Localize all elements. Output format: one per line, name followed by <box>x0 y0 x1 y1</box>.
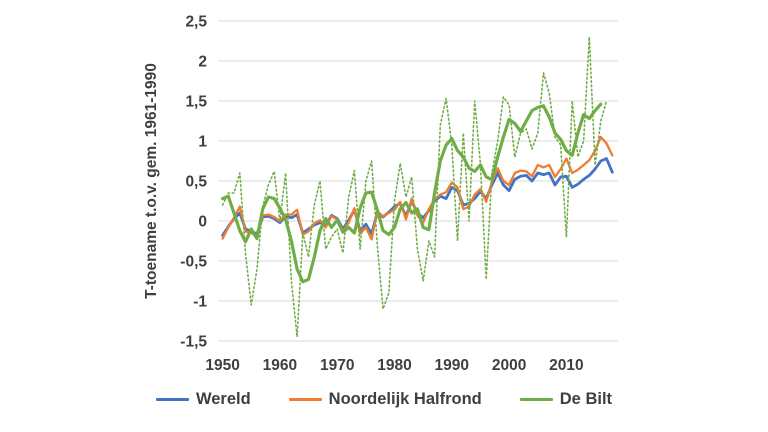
legend-label-de-bilt: De Bilt <box>559 390 613 408</box>
y-tick-label: 2 <box>198 54 207 71</box>
x-tick-label: 2000 <box>492 357 526 374</box>
x-tick-label: 1970 <box>320 357 354 374</box>
series-line-de-bilt-jaarwaarden <box>221 36 608 338</box>
y-tick-label: 0 <box>198 214 207 231</box>
legend-label-noordelijk-halfrond: Noordelijk Halfrond <box>328 390 482 408</box>
legend-item-de-bilt: De Bilt <box>519 390 613 408</box>
series-line-noordelijk-halfrond <box>221 135 614 241</box>
legend-line-noordelijk-halfrond-icon <box>288 398 322 401</box>
x-tick-label: 2010 <box>549 357 583 374</box>
y-tick-label: -1 <box>193 294 207 311</box>
legend-line-wereld-icon <box>155 397 189 401</box>
legend-item-noordelijk-halfrond: Noordelijk Halfrond <box>288 390 482 408</box>
legend-label-wereld: Wereld <box>195 390 251 408</box>
x-tick-label: 1990 <box>435 357 469 374</box>
legend-item-wereld: Wereld <box>155 390 251 408</box>
legend-line-de-bilt-icon <box>519 397 553 401</box>
x-tick-label: 1980 <box>377 357 411 374</box>
y-axis-title: T-toename t.o.v. gem. 1961-1990 <box>143 63 160 299</box>
chart-legend: Wereld Noordelijk Halfrond De Bilt <box>0 391 768 408</box>
x-tick-label: 1960 <box>263 357 297 374</box>
y-tick-label: 1 <box>198 134 207 151</box>
y-tick-label: -0,5 <box>180 254 207 271</box>
y-tick-label: 1,5 <box>185 94 207 111</box>
y-tick-label: 2,5 <box>185 14 207 31</box>
x-tick-label: 1950 <box>205 357 239 374</box>
series-line-de-bilt <box>221 102 603 284</box>
y-tick-label: 0,5 <box>185 174 207 191</box>
series-line-wereld <box>221 157 614 237</box>
y-tick-label: -1,5 <box>180 334 207 351</box>
